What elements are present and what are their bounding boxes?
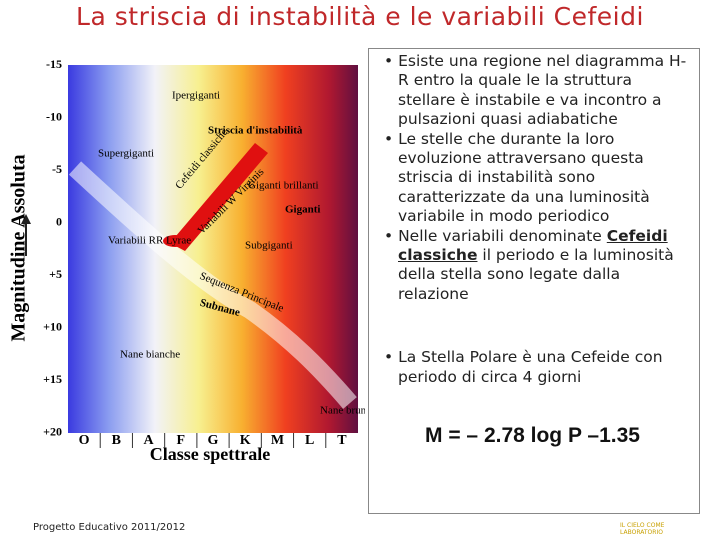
x-tick-label: T: [337, 433, 347, 448]
region-label: Striscia d'instabilità: [208, 125, 303, 137]
region-label: Giganti: [285, 204, 320, 216]
axis-arrow-head: [21, 214, 31, 224]
x-axis-label: Classe spettrale: [150, 444, 270, 464]
region-label: Supergiganti: [98, 148, 154, 160]
main-sequence: [68, 161, 357, 409]
bullet: Nelle variabili denominate Cefeidi class…: [378, 227, 694, 305]
region-label: Nane bianche: [120, 349, 180, 361]
y-axis-label: Magnitudine Assoluta: [8, 154, 30, 341]
x-tick-label: F: [176, 433, 185, 448]
logo: IL CIELO COME LABORATORIO: [620, 522, 665, 536]
x-tick-label: K: [240, 433, 251, 448]
region-label: Variabili RR Lyrae: [108, 235, 191, 247]
x-tick-label: G: [208, 433, 219, 448]
slide-title: La striscia di instabilità e le variabil…: [76, 2, 644, 31]
instability-strip: [170, 143, 268, 251]
bullet-list: Esiste una regione nel diagramma H-R ent…: [378, 52, 694, 387]
hr-diagram: Magnitudine Assoluta Classe spettrale -1…: [8, 57, 365, 464]
x-tick-label: A: [143, 433, 154, 448]
region-label: Ipergiganti: [172, 90, 220, 102]
y-tick-label: +5: [49, 267, 62, 281]
y-tick-label: -10: [46, 109, 62, 123]
region-label: Nane brune: [320, 405, 365, 417]
y-tick-label: -5: [52, 162, 62, 176]
y-tick-label: -15: [46, 57, 62, 71]
bullet-text: il periodo e la luminosità della stella …: [398, 246, 674, 303]
text-box: [368, 48, 700, 514]
bullet: Esiste una regione nel diagramma H-R ent…: [378, 52, 694, 130]
region-label: Subgiganti: [245, 240, 293, 252]
x-tick-label: L: [305, 433, 314, 448]
rr-lyrae: [163, 235, 187, 247]
bullet-highlight: Cefeidi classiche: [398, 226, 668, 265]
bullet: La Stella Polare è una Cefeide con perio…: [378, 348, 694, 387]
bullet: Le stelle che durante la loro evoluzione…: [378, 130, 694, 227]
footer: Progetto Educativo 2011/2012: [33, 522, 186, 533]
x-tick-label: B: [112, 433, 121, 448]
y-tick-label: +15: [43, 372, 62, 386]
region-label: Giganti brillanti: [248, 180, 319, 192]
bullet-text: Nelle variabili denominate: [398, 226, 607, 245]
y-tick-label: 0: [56, 214, 62, 228]
formula: M = – 2.78 log P –1.35: [425, 424, 640, 447]
y-tick-label: +10: [43, 319, 62, 333]
x-tick-label: O: [79, 433, 90, 448]
x-tick-label: M: [271, 433, 284, 448]
plot-area: [68, 65, 358, 433]
y-tick-label: +20: [43, 424, 62, 438]
